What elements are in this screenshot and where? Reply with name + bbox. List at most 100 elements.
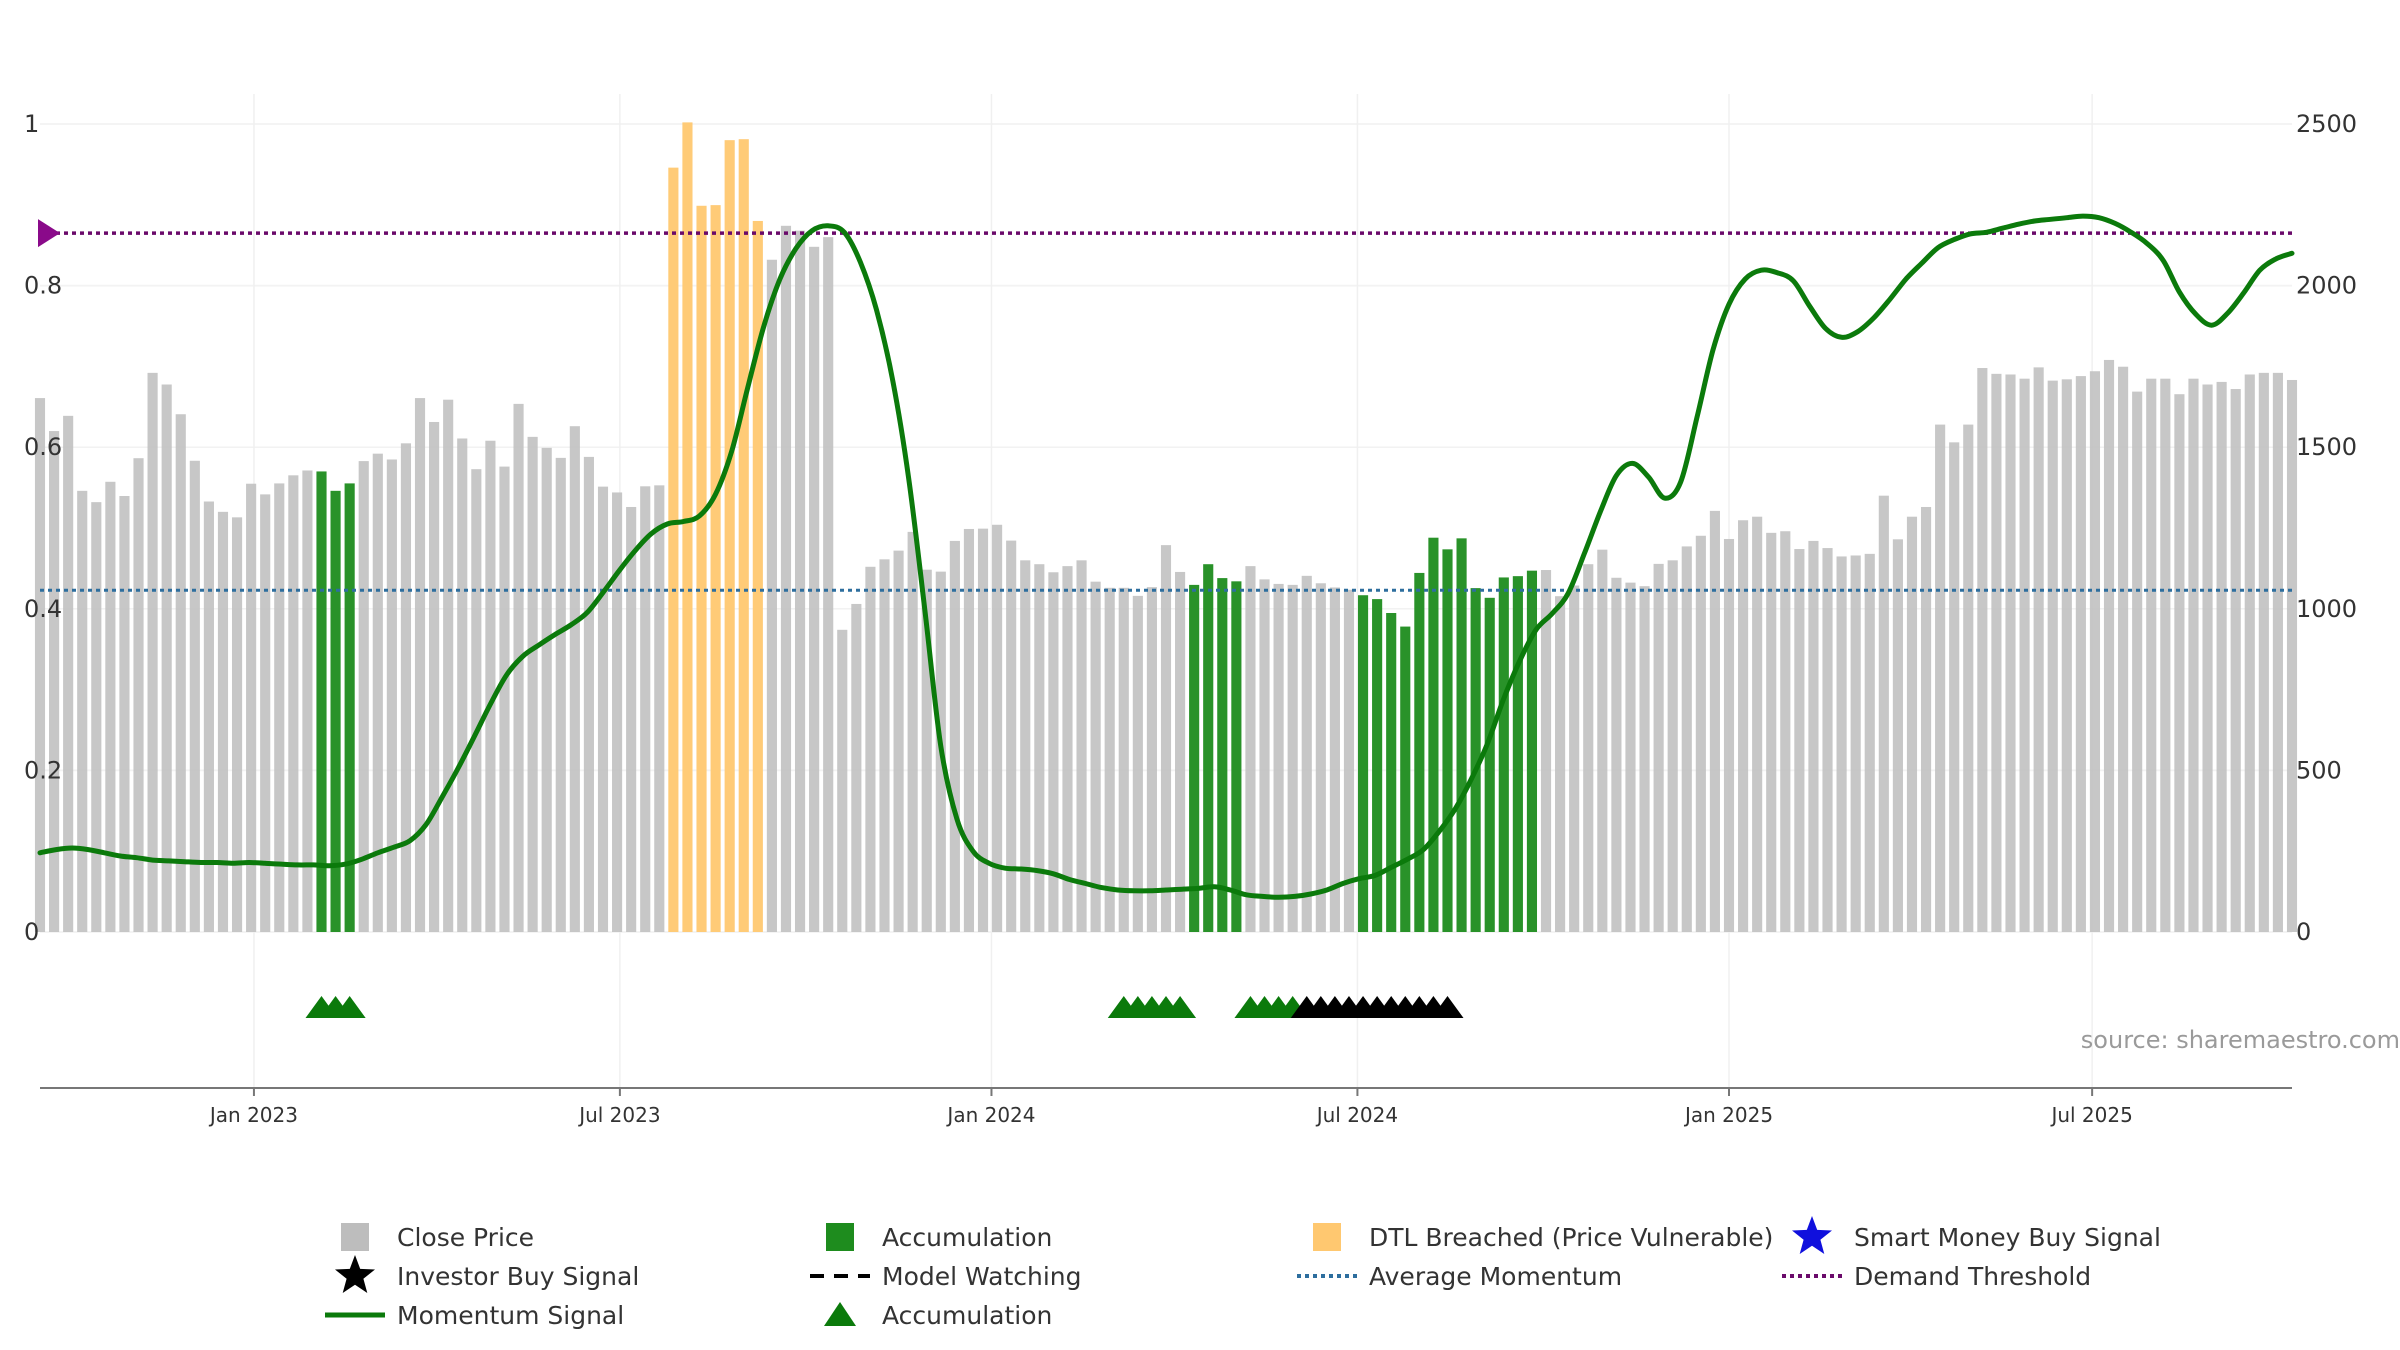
line-series xyxy=(37,213,2295,900)
bar-144 xyxy=(2061,379,2072,932)
bar-95 xyxy=(1372,599,1383,932)
bar-11 xyxy=(189,460,200,932)
bar-12 xyxy=(203,501,214,932)
legend-label: Accumulation xyxy=(882,1223,1052,1252)
bar-37 xyxy=(555,457,566,932)
bar-54 xyxy=(794,230,806,932)
bar-92 xyxy=(1329,587,1340,932)
legend-symbol-triangle xyxy=(824,1302,856,1326)
bar-124 xyxy=(1780,531,1791,932)
bar-19 xyxy=(302,470,313,932)
bar-140 xyxy=(2005,374,2016,933)
right-tick-label: 1500 xyxy=(2296,433,2357,461)
bar-112 xyxy=(1611,577,1622,932)
bar-34 xyxy=(513,403,524,932)
bar-61 xyxy=(893,550,904,932)
bar-23 xyxy=(358,461,369,932)
bar-series xyxy=(34,122,2298,933)
bar-101 xyxy=(1456,538,1467,932)
bar-83 xyxy=(1203,564,1214,932)
bar-157 xyxy=(2244,374,2255,933)
bar-104 xyxy=(1498,577,1509,932)
bar-94 xyxy=(1357,595,1369,932)
x-tick-label: Jul 2024 xyxy=(1315,1103,1398,1127)
bar-111 xyxy=(1597,549,1608,932)
legend-label: Accumulation xyxy=(882,1301,1052,1330)
axes: 0 0.2 0.4 0.6 0.8 1 0 500 1000 1500 2000 2500 Jan 20… xyxy=(24,110,2357,1127)
bar-150 xyxy=(2146,378,2157,932)
bar-45 xyxy=(668,167,679,932)
bar-10 xyxy=(175,414,186,932)
bar-115 xyxy=(1653,563,1664,932)
bar-24 xyxy=(372,453,383,932)
bar-93 xyxy=(1343,589,1355,932)
bar-123 xyxy=(1766,532,1777,932)
legend-item-1: Accumulation xyxy=(826,1223,1052,1252)
left-tick-label: 0.4 xyxy=(24,595,62,623)
bar-62 xyxy=(907,531,918,932)
bar-72 xyxy=(1048,572,1059,932)
legend-item-4: Investor Buy Signal xyxy=(335,1255,639,1293)
bar-20 xyxy=(316,471,327,932)
accumulation-marker-2 xyxy=(333,996,366,1018)
bar-26 xyxy=(400,443,412,932)
legend-label: Model Watching xyxy=(882,1262,1082,1291)
bar-117 xyxy=(1681,546,1692,932)
bar-56 xyxy=(823,237,834,932)
bar-43 xyxy=(640,486,651,932)
bar-16 xyxy=(260,494,271,932)
bar-82 xyxy=(1189,584,1200,932)
legend-symbol-square xyxy=(826,1223,854,1251)
right-tick-label: 500 xyxy=(2296,756,2342,784)
bar-18 xyxy=(288,475,299,932)
bar-38 xyxy=(569,426,580,932)
bar-141 xyxy=(2019,378,2030,932)
bar-8 xyxy=(147,372,158,932)
bar-160 xyxy=(2286,379,2298,933)
bar-48 xyxy=(710,205,721,933)
signal-markers xyxy=(305,996,1464,1018)
right-tick-label: 2500 xyxy=(2296,110,2357,138)
bar-73 xyxy=(1062,566,1073,932)
bar-142 xyxy=(2033,367,2044,932)
x-tick-label: Jan 2023 xyxy=(208,1103,298,1127)
bar-17 xyxy=(274,483,285,932)
bar-96 xyxy=(1386,613,1397,932)
left-tick-label: 0.2 xyxy=(24,756,62,784)
bar-9 xyxy=(161,384,172,932)
bar-5 xyxy=(105,481,116,932)
bar-60 xyxy=(879,559,890,932)
bar-30 xyxy=(457,438,468,932)
bar-118 xyxy=(1695,535,1706,932)
bar-63 xyxy=(921,569,932,932)
bar-65 xyxy=(949,540,960,932)
bar-74 xyxy=(1076,560,1087,932)
bar-46 xyxy=(682,122,693,932)
bar-106 xyxy=(1526,570,1538,932)
left-tick-label: 0.6 xyxy=(24,433,62,461)
bar-69 xyxy=(1006,540,1017,932)
bar-138 xyxy=(1977,368,1988,932)
bar-126 xyxy=(1808,540,1819,932)
bar-75 xyxy=(1090,581,1101,932)
bar-99 xyxy=(1428,537,1439,932)
bar-58 xyxy=(851,603,862,932)
bar-29 xyxy=(443,399,454,933)
bar-84 xyxy=(1217,578,1228,932)
bar-14 xyxy=(231,517,243,932)
bar-31 xyxy=(471,469,482,932)
legend-item-6: Average Momentum xyxy=(1297,1262,1622,1291)
bar-120 xyxy=(1723,538,1735,932)
bar-89 xyxy=(1287,584,1298,932)
bar-135 xyxy=(1935,424,1946,932)
bar-81 xyxy=(1175,571,1186,932)
x-tick-label: Jan 2024 xyxy=(945,1103,1035,1127)
legend: Close Price Accumulation DTL Breached (Pri… xyxy=(325,1216,2161,1330)
bar-121 xyxy=(1738,520,1749,932)
bar-134 xyxy=(1920,506,1932,932)
bar-145 xyxy=(2075,376,2086,932)
left-tick-label: 0.8 xyxy=(24,272,62,300)
bar-97 xyxy=(1400,626,1411,932)
bar-57 xyxy=(837,629,848,932)
bar-71 xyxy=(1034,564,1045,932)
